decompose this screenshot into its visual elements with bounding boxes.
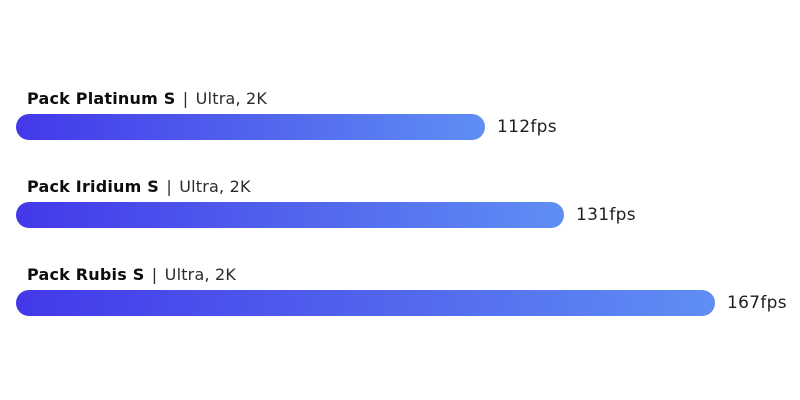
fps-value-label: 167fps — [727, 293, 787, 313]
benchmark-row: Pack Rubis S | Ultra, 2K 167fps — [16, 264, 800, 316]
label-separator: | — [151, 265, 158, 284]
pack-settings-label: Ultra, 2K — [195, 89, 268, 108]
benchmark-row: Pack Platinum S | Ultra, 2K 112fps — [16, 88, 800, 140]
bar-line: 167fps — [16, 290, 800, 316]
label-separator: | — [182, 89, 189, 108]
benchmark-row-label: Pack Rubis S | Ultra, 2K — [27, 264, 800, 286]
fps-value-label: 112fps — [497, 117, 557, 137]
pack-name-label: Pack Rubis S — [27, 265, 145, 284]
benchmark-row: Pack Iridium S | Ultra, 2K 131fps — [16, 176, 800, 228]
label-separator: | — [166, 177, 172, 196]
pack-settings-label: Ultra, 2K — [179, 177, 251, 196]
fps-value-label: 131fps — [576, 205, 636, 225]
fps-benchmark-chart: Pack Platinum S | Ultra, 2K 112fps Pack … — [16, 88, 800, 352]
bar-line: 112fps — [16, 114, 800, 140]
fps-bar — [16, 290, 715, 316]
fps-bar — [16, 114, 485, 140]
benchmark-row-label: Pack Iridium S | Ultra, 2K — [27, 176, 800, 198]
fps-bar — [16, 202, 564, 228]
benchmark-row-label: Pack Platinum S | Ultra, 2K — [27, 88, 800, 110]
bar-line: 131fps — [16, 202, 800, 228]
pack-name-label: Pack Iridium S — [27, 177, 160, 196]
pack-name-label: Pack Platinum S — [27, 89, 176, 108]
pack-settings-label: Ultra, 2K — [164, 265, 237, 284]
